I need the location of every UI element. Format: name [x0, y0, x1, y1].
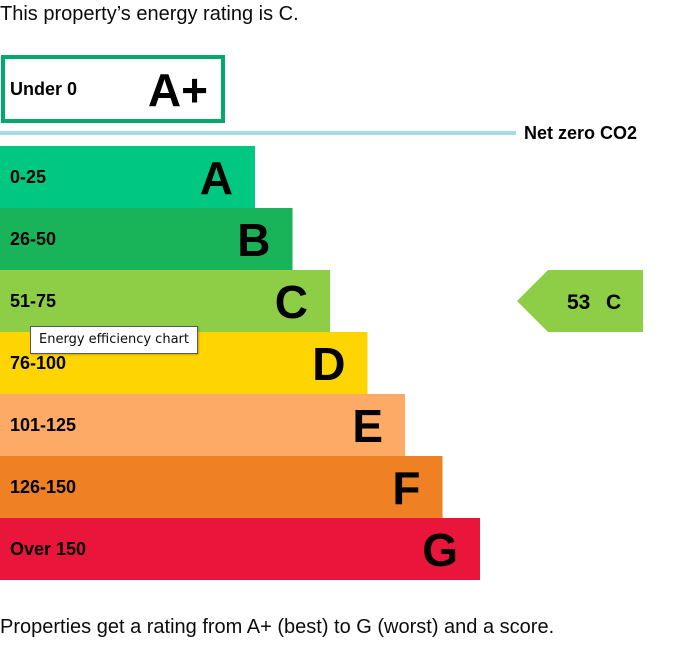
rating-band-range-label: 51-75 — [10, 291, 56, 311]
current-rating-marker: 53 C — [517, 270, 643, 332]
current-rating-score: 53 — [567, 291, 590, 314]
rating-band-range-label: Over 150 — [10, 539, 86, 559]
rating-band-bar — [0, 208, 293, 270]
rating-band-range-label: 0-25 — [10, 167, 46, 187]
rating-summary-text: This property’s energy rating is C. — [0, 3, 299, 25]
top-band-range-label: Under 0 — [10, 79, 77, 99]
current-rating-arrow — [517, 270, 643, 332]
rating-band-f: 126-150 F — [0, 456, 443, 518]
rating-band-range-label: 101-125 — [10, 415, 76, 435]
rating-band-letter: E — [352, 400, 383, 452]
net-zero-label: Net zero CO2 — [524, 123, 637, 143]
rating-explanation-text: Properties get a rating from A+ (best) t… — [0, 616, 555, 638]
rating-band-letter: A — [200, 152, 233, 204]
rating-band-range-label: 126-150 — [10, 477, 76, 497]
top-band-letter: A+ — [148, 64, 208, 116]
rating-band-bar — [0, 270, 330, 332]
rating-band-bar — [0, 394, 405, 456]
rating-band-b: 26-50 B — [0, 208, 293, 270]
rating-band-letter: D — [312, 338, 345, 390]
net-zero-line — [0, 131, 516, 135]
rating-bands: 0-25 A 26-50 B 51-75 C 76-100 D 101-125 E 126-150 F… — [0, 146, 480, 580]
top-band-box — [1, 55, 225, 123]
rating-band-c: 51-75 C — [0, 270, 330, 332]
rating-band-range-label: 26-50 — [10, 229, 56, 249]
current-rating-letter: C — [606, 291, 621, 314]
rating-band-bar — [0, 456, 443, 518]
net-zero-line-group: Net zero CO2 — [0, 123, 637, 143]
chart-tooltip: Energy efficiency chart — [30, 326, 198, 354]
top-band: Under 0 A+ — [1, 55, 225, 123]
rating-band-bar — [0, 146, 255, 208]
rating-band-letter: G — [422, 524, 458, 576]
energy-efficiency-chart: Under 0 A+ Net zero CO2 0-25 A26-50 B51-75… — [0, 55, 643, 580]
rating-band-range-label: 76-100 — [10, 353, 66, 373]
rating-band-a: 0-25 A — [0, 146, 255, 208]
rating-band-letter: B — [237, 214, 270, 266]
rating-band-letter: F — [392, 462, 420, 514]
rating-band-g: Over 150 G — [0, 518, 480, 580]
rating-band-letter: C — [275, 276, 308, 328]
rating-band-e: 101-125 E — [0, 394, 405, 456]
rating-band-bar — [0, 518, 480, 580]
